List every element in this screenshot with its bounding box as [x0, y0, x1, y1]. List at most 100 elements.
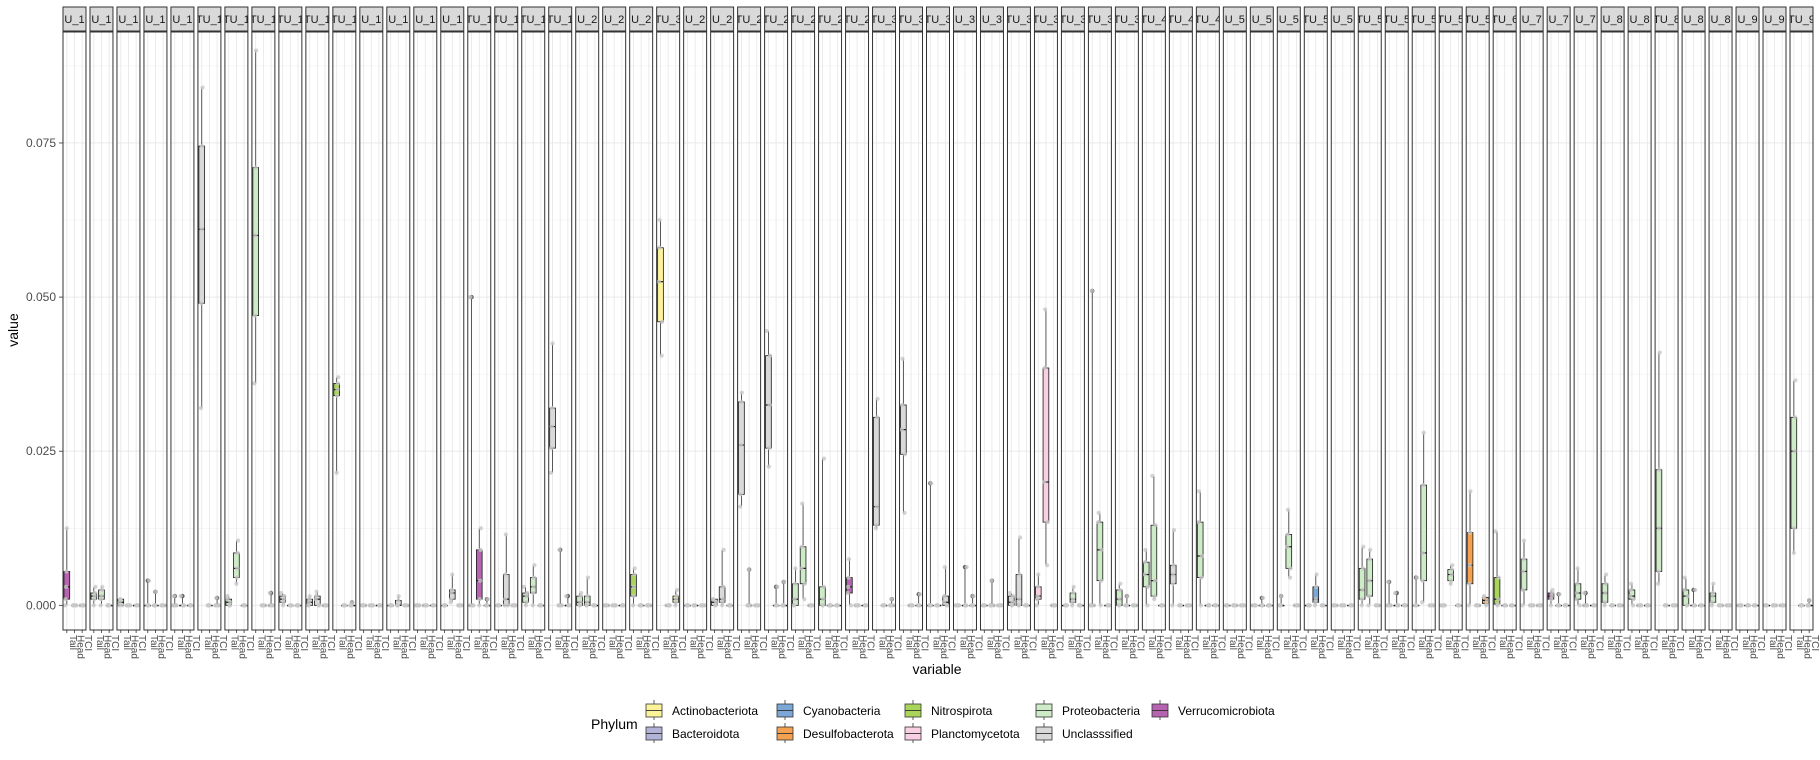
- facet-strip: [197, 6, 222, 32]
- data-point: [1800, 603, 1805, 608]
- data-point: [738, 442, 744, 448]
- facet-strip-label: TU_1: [331, 14, 358, 26]
- data-point: [1313, 597, 1318, 602]
- data-point: [117, 603, 122, 608]
- data-point: [92, 597, 97, 602]
- x-tick-label: TCI: [1054, 635, 1065, 651]
- data-point: [1602, 600, 1608, 605]
- data-point: [1232, 603, 1237, 608]
- data-point: [1078, 603, 1083, 608]
- data-point: [693, 603, 698, 608]
- data-point: [942, 593, 947, 599]
- box: [1042, 367, 1050, 523]
- x-tick-label: Head: [938, 635, 949, 659]
- data-point: [945, 603, 950, 608]
- data-point: [403, 603, 408, 608]
- facet-strip-label: TU_1: [250, 14, 277, 26]
- data-point: [941, 600, 947, 605]
- data-point: [1457, 603, 1462, 608]
- data-point: [1792, 449, 1797, 454]
- data-point: [306, 603, 311, 608]
- facet-strip-label: TU_1: [223, 14, 250, 26]
- x-tick-label: Tail: [1389, 635, 1400, 650]
- data-point: [448, 597, 454, 602]
- box: [1520, 558, 1528, 591]
- data-point: [335, 387, 340, 392]
- data-point: [1053, 603, 1058, 608]
- data-point: [477, 603, 482, 608]
- data-point: [1709, 600, 1715, 605]
- x-tick-label: Head: [560, 635, 571, 659]
- x-tick-label: TCI: [946, 635, 957, 651]
- x-tick-label: TCI: [865, 635, 876, 651]
- box: [873, 416, 880, 526]
- data-point: [902, 510, 907, 515]
- data-point: [252, 313, 258, 318]
- data-point: [468, 294, 473, 300]
- data-point: [802, 581, 807, 586]
- data-point: [396, 598, 401, 603]
- data-point: [1807, 598, 1812, 603]
- x-tick-label: Head: [1667, 635, 1678, 659]
- data-point: [578, 600, 583, 605]
- x-tick-label: Head: [992, 635, 1003, 659]
- x-tick-label: Head: [1802, 635, 1813, 659]
- data-point: [181, 603, 187, 608]
- data-point: [146, 578, 152, 583]
- data-point: [524, 600, 529, 605]
- facet-strip: [1546, 6, 1571, 32]
- x-tick-label: TCI: [1755, 635, 1766, 651]
- data-point: [873, 526, 879, 531]
- facet-strip-label: U_1: [145, 14, 165, 26]
- x-tick-label: Head: [506, 635, 517, 659]
- data-point: [982, 603, 987, 608]
- data-point: [1646, 603, 1651, 608]
- data-point: [821, 597, 826, 602]
- box: [1420, 484, 1427, 582]
- x-tick-label: TCI: [622, 635, 633, 651]
- data-point: [1657, 467, 1662, 472]
- x-tick-label: Tail: [876, 635, 887, 650]
- data-point: [738, 504, 743, 509]
- data-point: [956, 603, 962, 608]
- data-point: [349, 603, 354, 608]
- data-point: [1089, 603, 1094, 608]
- facet-strip: [386, 6, 411, 32]
- data-point: [1171, 572, 1176, 577]
- y-tick-label: 0.050: [26, 290, 56, 304]
- x-tick-label: TCI: [1701, 635, 1712, 651]
- facet-strip-label: TU_5: [1464, 14, 1491, 26]
- facet-strip: [629, 6, 654, 32]
- facet-strip-label: TU_2: [844, 14, 871, 26]
- x-tick-label: TCI: [1108, 635, 1119, 651]
- data-point: [1118, 581, 1123, 586]
- data-point: [92, 590, 98, 596]
- x-tick-label: Head: [1127, 635, 1138, 659]
- facet-strip: [440, 6, 465, 32]
- data-point: [502, 603, 507, 608]
- facet-strip: [1276, 6, 1301, 32]
- data-point: [1034, 603, 1039, 608]
- facet-strip-label: U_3: [982, 14, 1002, 26]
- data-point: [178, 593, 183, 599]
- x-tick-label: Tail: [256, 635, 267, 650]
- data-point: [1360, 587, 1365, 593]
- data-point: [216, 603, 221, 608]
- x-tick-label: Tail: [984, 635, 995, 650]
- data-point: [549, 446, 554, 451]
- data-point: [242, 603, 247, 608]
- x-tick-label: Head: [290, 635, 301, 659]
- data-point: [1042, 479, 1047, 485]
- data-point: [1428, 603, 1433, 608]
- data-point: [1693, 587, 1698, 593]
- data-point: [1313, 600, 1318, 605]
- data-point: [1610, 603, 1616, 608]
- data-point: [1538, 603, 1544, 608]
- facet-strip: [1789, 6, 1814, 32]
